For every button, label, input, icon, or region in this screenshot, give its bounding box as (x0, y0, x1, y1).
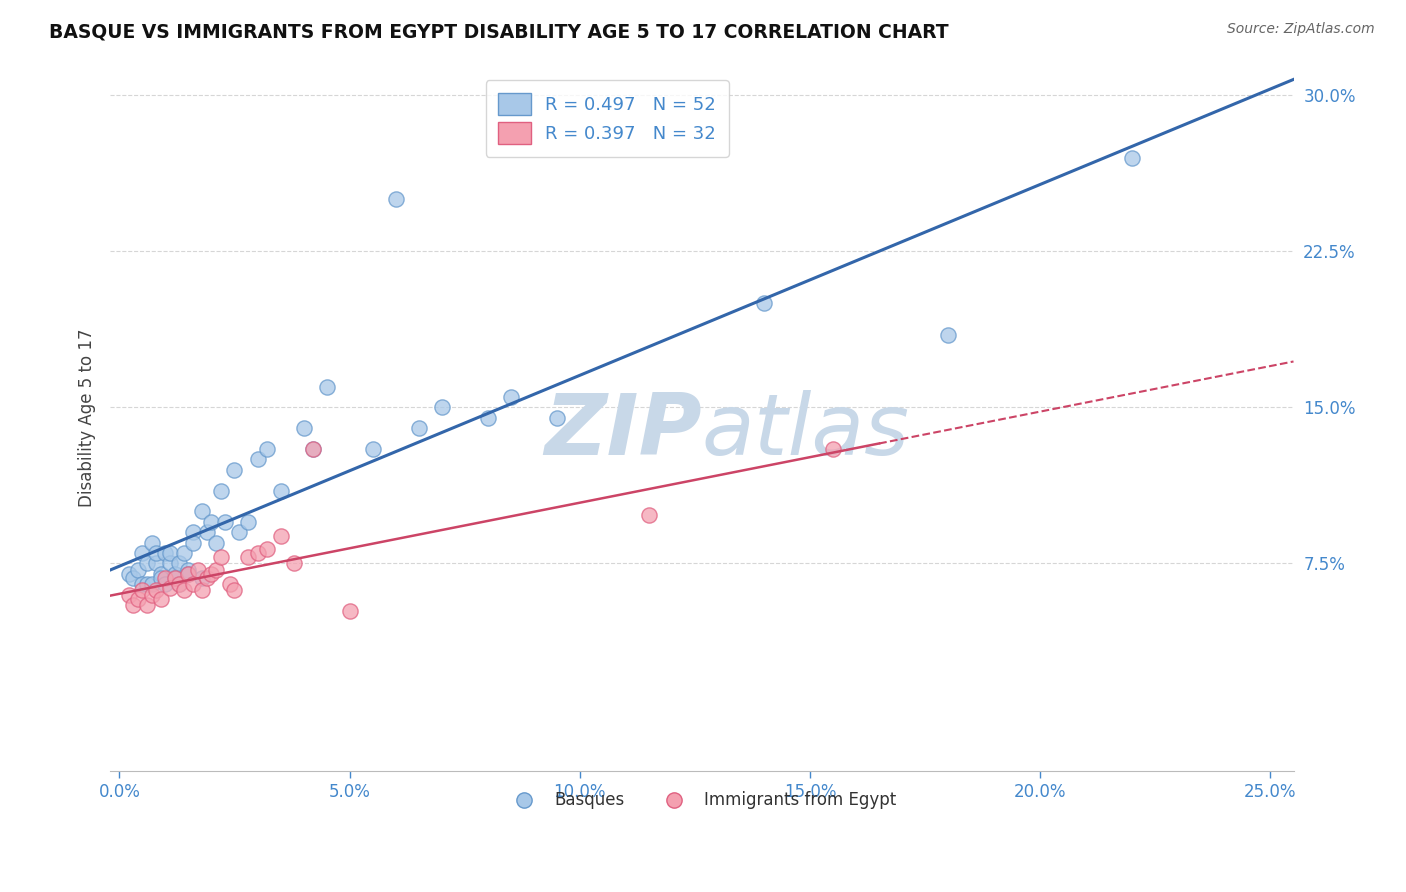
Point (122, 598, 145, 612)
Point (195, 571, 218, 585)
Point (145, 583, 167, 598)
Point (155, 546, 177, 560)
Point (177, 563, 200, 577)
Point (408, 421, 430, 435)
Point (136, 557, 159, 571)
Point (477, 410, 499, 425)
Point (163, 566, 186, 581)
Point (205, 563, 228, 577)
Point (270, 529, 292, 543)
Point (167, 577, 190, 591)
Point (167, 577, 190, 591)
Point (195, 525, 218, 540)
Point (141, 535, 163, 549)
Point (339, 604, 361, 618)
Text: Source: ZipAtlas.com: Source: ZipAtlas.com (1227, 22, 1375, 37)
Point (499, 390, 522, 404)
Point (200, 515, 222, 529)
Point (301, 442, 323, 456)
Point (546, 410, 568, 425)
Y-axis label: Disability Age 5 to 17: Disability Age 5 to 17 (79, 328, 96, 507)
Point (430, 401, 453, 415)
Point (131, 577, 153, 591)
Point (177, 566, 200, 581)
Point (181, 535, 204, 549)
Point (238, 515, 260, 529)
Point (214, 515, 236, 529)
Point (163, 571, 186, 585)
Point (145, 546, 167, 560)
Point (131, 546, 153, 560)
Point (117, 566, 139, 581)
Point (136, 577, 159, 591)
Point (149, 591, 172, 606)
Point (191, 504, 214, 518)
Point (141, 588, 163, 602)
Point (163, 571, 186, 585)
Point (191, 583, 214, 598)
Point (145, 557, 167, 571)
Point (256, 442, 278, 456)
Point (177, 566, 200, 581)
Point (246, 452, 269, 467)
Point (159, 582, 181, 596)
Point (209, 483, 232, 498)
Point (136, 598, 159, 612)
Point (181, 525, 204, 540)
Point (173, 583, 195, 598)
Text: BASQUE VS IMMIGRANTS FROM EGYPT DISABILITY AGE 5 TO 17 CORRELATION CHART: BASQUE VS IMMIGRANTS FROM EGYPT DISABILI… (49, 22, 949, 41)
Point (246, 546, 269, 560)
Text: atlas: atlas (702, 391, 910, 474)
Point (270, 483, 292, 498)
Point (181, 577, 204, 591)
Point (205, 535, 228, 549)
Point (155, 577, 177, 591)
Point (127, 563, 149, 577)
Point (823, 442, 845, 456)
Point (149, 571, 172, 585)
Point (187, 563, 209, 577)
Point (173, 546, 195, 560)
Point (283, 557, 305, 571)
Point (315, 379, 337, 393)
Point (149, 566, 172, 581)
Point (224, 583, 246, 598)
Point (159, 546, 181, 560)
Point (167, 557, 190, 571)
Point (238, 550, 260, 565)
Point (155, 571, 177, 585)
Point (159, 557, 181, 571)
Point (256, 541, 278, 556)
Point (361, 442, 384, 456)
Point (1121, 151, 1143, 165)
Point (224, 463, 246, 477)
Point (752, 296, 775, 310)
Text: ZIP: ZIP (544, 391, 702, 474)
Point (292, 421, 315, 435)
Point (301, 442, 323, 456)
Point (127, 591, 149, 606)
Point (228, 525, 250, 540)
Point (936, 327, 959, 342)
Point (141, 577, 163, 591)
Point (117, 588, 139, 602)
Point (131, 583, 153, 598)
Point (384, 192, 406, 206)
Point (638, 508, 661, 523)
Point (209, 550, 232, 565)
Point (191, 571, 214, 585)
Point (122, 571, 145, 585)
Point (200, 566, 222, 581)
Point (218, 577, 240, 591)
Legend: Basques, Immigrants from Egypt: Basques, Immigrants from Egypt (501, 785, 903, 816)
